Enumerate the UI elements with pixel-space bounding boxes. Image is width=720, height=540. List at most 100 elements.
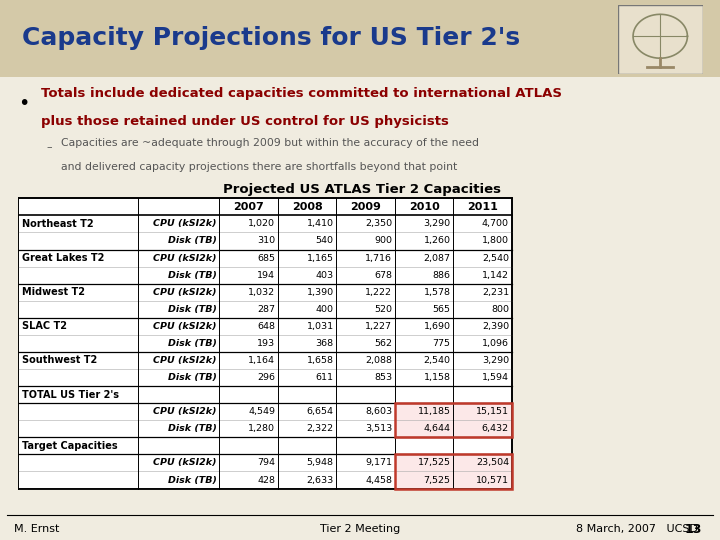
Text: 4,700: 4,700: [482, 219, 509, 228]
Text: Great Lakes T2: Great Lakes T2: [22, 253, 104, 263]
Text: 8 March, 2007   UCSD: 8 March, 2007 UCSD: [576, 524, 698, 534]
Text: 1,158: 1,158: [423, 373, 451, 382]
Text: 900: 900: [374, 237, 392, 246]
Text: 648: 648: [257, 322, 275, 331]
FancyBboxPatch shape: [395, 403, 512, 420]
Text: 1,800: 1,800: [482, 237, 509, 246]
Text: •: •: [18, 94, 30, 113]
Text: 2007: 2007: [233, 202, 264, 212]
Text: 520: 520: [374, 305, 392, 314]
Text: 794: 794: [257, 458, 275, 468]
Text: Capacities are ~adequate through 2009 but within the accuracy of the need: Capacities are ~adequate through 2009 bu…: [61, 138, 480, 147]
Text: 1,594: 1,594: [482, 373, 509, 382]
Text: 4,458: 4,458: [365, 476, 392, 484]
Text: 1,578: 1,578: [423, 288, 451, 296]
Text: M. Ernst: M. Ernst: [14, 524, 60, 534]
FancyBboxPatch shape: [395, 471, 512, 489]
Text: 3,290: 3,290: [482, 356, 509, 365]
Text: 2,322: 2,322: [307, 424, 333, 433]
Text: CPU (kSI2k): CPU (kSI2k): [153, 219, 217, 228]
Text: 1,260: 1,260: [423, 237, 451, 246]
Text: CPU (kSI2k): CPU (kSI2k): [153, 322, 217, 331]
Text: 2010: 2010: [409, 202, 439, 212]
Text: 13: 13: [685, 523, 702, 536]
Text: Disk (TB): Disk (TB): [168, 305, 217, 314]
Text: Projected US ATLAS Tier 2 Capacities: Projected US ATLAS Tier 2 Capacities: [222, 183, 501, 196]
Text: 2,088: 2,088: [365, 356, 392, 365]
Text: 1,032: 1,032: [248, 288, 275, 296]
Text: 1,142: 1,142: [482, 271, 509, 280]
FancyBboxPatch shape: [618, 5, 703, 74]
Text: 2,540: 2,540: [423, 356, 451, 365]
Text: Southwest T2: Southwest T2: [22, 355, 97, 366]
Text: 15,151: 15,151: [476, 407, 509, 416]
Text: 400: 400: [315, 305, 333, 314]
Text: 2009: 2009: [350, 202, 381, 212]
Text: CPU (kSI2k): CPU (kSI2k): [153, 407, 217, 416]
Text: 678: 678: [374, 271, 392, 280]
Text: 853: 853: [374, 373, 392, 382]
Text: 9,171: 9,171: [365, 458, 392, 468]
Text: –: –: [47, 141, 53, 152]
Text: 565: 565: [433, 305, 451, 314]
Text: 403: 403: [315, 271, 333, 280]
Text: 1,164: 1,164: [248, 356, 275, 365]
Text: 3,513: 3,513: [365, 424, 392, 433]
Text: CPU (kSI2k): CPU (kSI2k): [153, 288, 217, 296]
Text: CPU (kSI2k): CPU (kSI2k): [153, 458, 217, 468]
Text: 1,031: 1,031: [307, 322, 333, 331]
Text: 11,185: 11,185: [418, 407, 451, 416]
Text: 685: 685: [257, 254, 275, 262]
Text: 2,633: 2,633: [306, 476, 333, 484]
Text: 2011: 2011: [467, 202, 498, 212]
Text: 2008: 2008: [292, 202, 323, 212]
Text: and delivered capacity projections there are shortfalls beyond that point: and delivered capacity projections there…: [61, 162, 457, 172]
Text: 193: 193: [257, 339, 275, 348]
Text: Disk (TB): Disk (TB): [168, 424, 217, 433]
Text: 1,410: 1,410: [307, 219, 333, 228]
Text: CPU (kSI2k): CPU (kSI2k): [153, 254, 217, 262]
Text: Tier 2 Meeting: Tier 2 Meeting: [320, 524, 400, 534]
Text: 368: 368: [315, 339, 333, 348]
Text: 428: 428: [257, 476, 275, 484]
Text: 1,222: 1,222: [365, 288, 392, 296]
Text: 775: 775: [433, 339, 451, 348]
Text: 287: 287: [257, 305, 275, 314]
Text: 6,654: 6,654: [307, 407, 333, 416]
Text: 1,096: 1,096: [482, 339, 509, 348]
Text: TOTAL US Tier 2's: TOTAL US Tier 2's: [22, 390, 119, 400]
Text: Disk (TB): Disk (TB): [168, 339, 217, 348]
FancyBboxPatch shape: [395, 455, 512, 471]
Text: Disk (TB): Disk (TB): [168, 476, 217, 484]
Text: 1,020: 1,020: [248, 219, 275, 228]
Text: 10,571: 10,571: [476, 476, 509, 484]
Text: 2,231: 2,231: [482, 288, 509, 296]
Text: 4,549: 4,549: [248, 407, 275, 416]
Text: 296: 296: [257, 373, 275, 382]
Text: Midwest T2: Midwest T2: [22, 287, 85, 297]
Text: CPU (kSI2k): CPU (kSI2k): [153, 356, 217, 365]
Text: 310: 310: [257, 237, 275, 246]
Text: 4,644: 4,644: [423, 424, 451, 433]
Text: 1,658: 1,658: [307, 356, 333, 365]
Text: 8,603: 8,603: [365, 407, 392, 416]
Text: 2,540: 2,540: [482, 254, 509, 262]
Text: Northeast T2: Northeast T2: [22, 219, 94, 229]
Text: Disk (TB): Disk (TB): [168, 237, 217, 246]
Text: 1,165: 1,165: [307, 254, 333, 262]
Text: SLAC T2: SLAC T2: [22, 321, 67, 332]
FancyBboxPatch shape: [0, 0, 720, 77]
Text: 3,290: 3,290: [423, 219, 451, 228]
Text: 5,948: 5,948: [307, 458, 333, 468]
Text: 1,716: 1,716: [365, 254, 392, 262]
Text: 611: 611: [315, 373, 333, 382]
Text: Capacity Projections for US Tier 2's: Capacity Projections for US Tier 2's: [22, 26, 520, 50]
Text: 800: 800: [491, 305, 509, 314]
Text: plus those retained under US control for US physicists: plus those retained under US control for…: [41, 115, 449, 129]
Text: 1,390: 1,390: [307, 288, 333, 296]
Text: 2,350: 2,350: [365, 219, 392, 228]
Text: 17,525: 17,525: [418, 458, 451, 468]
Text: Disk (TB): Disk (TB): [168, 373, 217, 382]
Text: Target Capacities: Target Capacities: [22, 441, 118, 451]
Text: 562: 562: [374, 339, 392, 348]
